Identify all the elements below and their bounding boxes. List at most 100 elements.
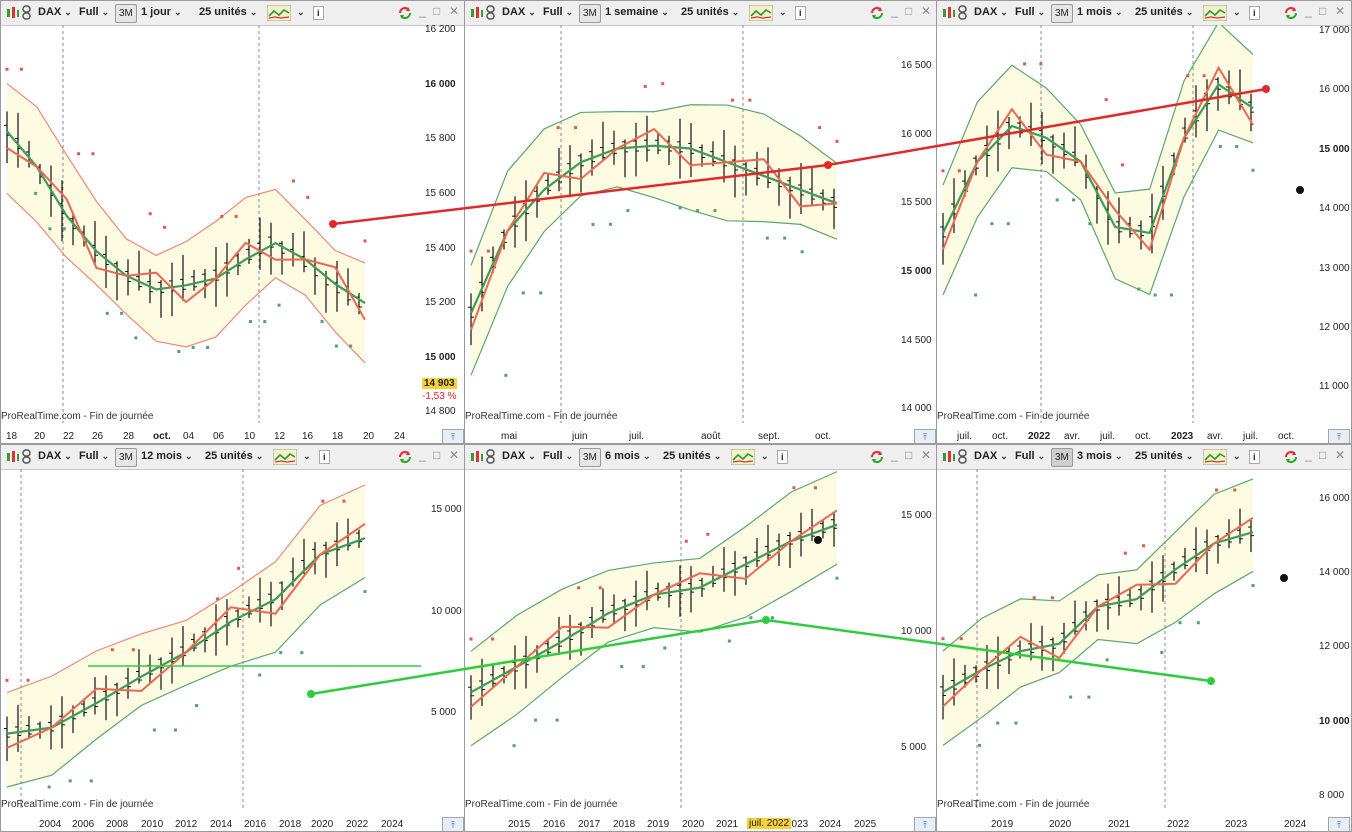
info-button[interactable]: i — [319, 450, 330, 464]
symbol-selector[interactable]: DAX ⌄ — [502, 448, 536, 465]
link-chain-icon[interactable] — [21, 449, 37, 465]
indicator-dropdown[interactable]: ⌄ — [776, 4, 787, 21]
three-month-button[interactable]: 3M — [1051, 4, 1073, 23]
refresh-icon[interactable] — [1283, 5, 1299, 21]
symbol-selector[interactable]: DAX ⌄ — [502, 4, 536, 21]
maximize-button[interactable]: □ — [905, 4, 913, 18]
refresh-icon[interactable] — [869, 449, 885, 465]
indicator-chart-icon[interactable] — [1202, 4, 1228, 22]
period-selector[interactable]: 6 mois ⌄ — [605, 448, 650, 465]
plot-area[interactable] — [937, 25, 1352, 444]
minimize-button[interactable]: _ — [1305, 448, 1312, 462]
info-button[interactable]: i — [313, 6, 324, 20]
link-chain-icon[interactable] — [485, 449, 501, 465]
x-tick-label: 12 — [274, 431, 286, 442]
bar-chart-icon[interactable] — [941, 5, 957, 21]
close-button[interactable]: ✕ — [449, 4, 460, 18]
units-selector[interactable]: 25 unités ⌄ — [199, 4, 257, 21]
link-chain-icon[interactable] — [957, 449, 973, 465]
plot-area[interactable] — [1, 25, 466, 444]
scroll-to-end-button[interactable]: ⤒ — [1328, 817, 1350, 831]
plot-area[interactable] — [465, 469, 938, 832]
close-button[interactable]: ✕ — [449, 448, 460, 462]
info-button[interactable]: i — [777, 450, 788, 464]
indicator-chart-icon[interactable] — [730, 448, 756, 466]
units-selector-label: 25 unités — [199, 6, 247, 18]
indicator-chart-icon[interactable] — [1202, 448, 1228, 466]
minimize-button[interactable]: _ — [1305, 4, 1312, 18]
refresh-icon[interactable] — [869, 5, 885, 21]
indicator-dropdown[interactable]: ⌄ — [1230, 448, 1241, 465]
refresh-icon[interactable] — [1283, 449, 1299, 465]
three-month-button[interactable]: 3M — [579, 4, 601, 23]
symbol-selector[interactable]: DAX ⌄ — [38, 448, 72, 465]
plot-area[interactable] — [465, 25, 938, 444]
bar-chart-icon[interactable] — [5, 5, 21, 21]
units-selector[interactable]: 25 unités ⌄ — [663, 448, 721, 465]
units-selector[interactable]: 25 unités ⌄ — [1135, 4, 1193, 21]
x-tick-label: 26 — [92, 431, 104, 442]
indicator-chart-icon[interactable] — [748, 4, 774, 22]
scroll-to-end-button[interactable]: ⤒ — [1328, 429, 1350, 443]
refresh-icon[interactable] — [397, 449, 413, 465]
period-selector[interactable]: 3 mois ⌄ — [1077, 448, 1122, 465]
scroll-to-end-button[interactable]: ⤒ — [442, 817, 464, 831]
indicator-chart-icon[interactable] — [266, 4, 292, 22]
close-button[interactable]: ✕ — [921, 4, 932, 18]
close-button[interactable]: ✕ — [1335, 448, 1346, 462]
info-button[interactable]: i — [1249, 450, 1260, 464]
plot-area[interactable] — [937, 469, 1352, 832]
scroll-to-end-button[interactable]: ⤒ — [914, 429, 936, 443]
symbol-selector[interactable]: DAX ⌄ — [38, 4, 72, 21]
bar-chart-icon[interactable] — [469, 5, 485, 21]
refresh-icon[interactable] — [397, 5, 413, 21]
minimize-button[interactable]: _ — [419, 4, 426, 18]
link-chain-icon[interactable] — [485, 5, 501, 21]
three-month-button[interactable]: 3M — [115, 4, 137, 23]
info-button[interactable]: i — [1249, 6, 1260, 20]
indicator-dropdown[interactable]: ⌄ — [300, 448, 311, 465]
close-button[interactable]: ✕ — [921, 448, 932, 462]
info-button[interactable]: i — [795, 6, 806, 20]
indicator-chart-icon[interactable] — [272, 448, 298, 466]
period-selector[interactable]: 1 jour ⌄ — [141, 4, 182, 21]
mode-selector[interactable]: Full ⌄ — [79, 448, 109, 465]
link-chain-icon[interactable] — [21, 5, 37, 21]
mode-selector[interactable]: Full ⌄ — [1015, 448, 1045, 465]
period-selector[interactable]: 12 mois ⌄ — [141, 448, 193, 465]
units-selector[interactable]: 25 unités ⌄ — [1135, 448, 1193, 465]
scroll-to-end-button[interactable]: ⤒ — [442, 429, 464, 443]
three-month-button[interactable]: 3M — [115, 448, 137, 467]
mode-selector[interactable]: Full ⌄ — [543, 4, 573, 21]
mode-selector[interactable]: Full ⌄ — [1015, 4, 1045, 21]
close-button[interactable]: ✕ — [1335, 4, 1346, 18]
minimize-button[interactable]: _ — [891, 4, 898, 18]
bar-chart-icon[interactable] — [469, 449, 485, 465]
link-chain-icon[interactable] — [957, 5, 973, 21]
sar-dot — [783, 236, 787, 240]
indicator-dropdown[interactable]: ⌄ — [758, 448, 769, 465]
units-selector[interactable]: 25 unités ⌄ — [205, 448, 263, 465]
bar-chart-icon[interactable] — [941, 449, 957, 465]
plot-area[interactable] — [1, 469, 466, 832]
minimize-button[interactable]: _ — [419, 448, 426, 462]
maximize-button[interactable]: □ — [1319, 448, 1327, 462]
maximize-button[interactable]: □ — [1319, 4, 1327, 18]
maximize-button[interactable]: □ — [905, 448, 913, 462]
symbol-selector[interactable]: DAX ⌄ — [974, 4, 1008, 21]
three-month-button[interactable]: 3M — [1051, 448, 1073, 467]
scroll-to-end-button[interactable]: ⤒ — [914, 817, 936, 831]
bar-chart-icon[interactable] — [5, 449, 21, 465]
maximize-button[interactable]: □ — [433, 448, 441, 462]
units-selector[interactable]: 25 unités ⌄ — [681, 4, 739, 21]
indicator-dropdown[interactable]: ⌄ — [1230, 4, 1241, 21]
indicator-dropdown[interactable]: ⌄ — [294, 4, 305, 21]
period-selector[interactable]: 1 mois ⌄ — [1077, 4, 1122, 21]
maximize-button[interactable]: □ — [433, 4, 441, 18]
symbol-selector[interactable]: DAX ⌄ — [974, 448, 1008, 465]
three-month-button[interactable]: 3M — [579, 448, 601, 467]
mode-selector[interactable]: Full ⌄ — [79, 4, 109, 21]
mode-selector[interactable]: Full ⌄ — [543, 448, 573, 465]
period-selector[interactable]: 1 semaine ⌄ — [605, 4, 669, 21]
minimize-button[interactable]: _ — [891, 448, 898, 462]
